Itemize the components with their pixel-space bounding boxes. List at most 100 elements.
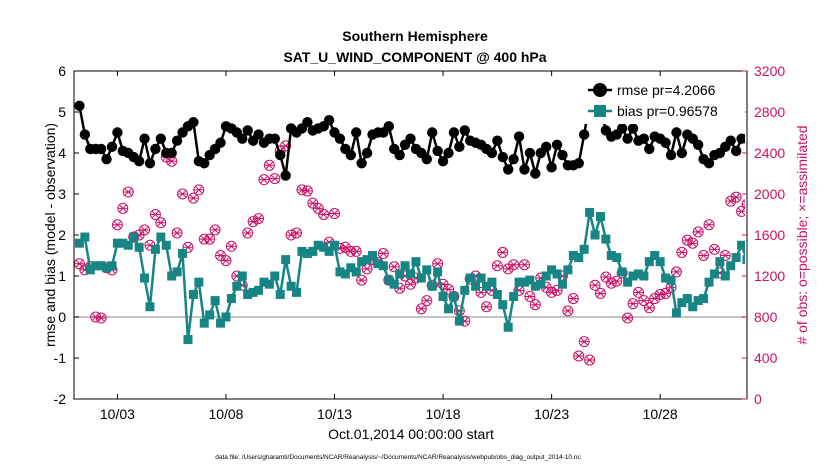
bias-point bbox=[465, 273, 475, 283]
bias-point bbox=[183, 335, 193, 345]
obs-assimilated-marker bbox=[612, 277, 622, 285]
legend-bias-marker bbox=[594, 105, 606, 117]
bias-point bbox=[80, 232, 90, 242]
obs-point bbox=[584, 354, 596, 366]
rmse-point bbox=[448, 127, 460, 138]
obs-possible-marker bbox=[719, 250, 731, 261]
obs-point bbox=[643, 302, 655, 314]
obs-point bbox=[269, 173, 281, 185]
bias-point bbox=[259, 277, 269, 287]
obs-assimilated-marker bbox=[688, 239, 698, 247]
bias-point bbox=[737, 240, 745, 250]
obs-possible-marker bbox=[242, 227, 254, 239]
obs-point bbox=[117, 202, 129, 214]
bias-point bbox=[400, 261, 410, 271]
obs-assimilated-marker bbox=[639, 297, 649, 305]
obs-assimilated-marker bbox=[644, 304, 654, 312]
bias-point bbox=[433, 267, 443, 277]
bias-point bbox=[118, 238, 128, 248]
obs-point bbox=[730, 191, 742, 203]
obs-possible-marker bbox=[280, 140, 292, 152]
rmse-point bbox=[237, 133, 248, 144]
x-tick-label: 10/13 bbox=[317, 406, 352, 422]
rmse-point bbox=[660, 137, 671, 148]
obs-assimilated-marker bbox=[731, 193, 741, 201]
rmse-point bbox=[540, 141, 552, 153]
obs-point bbox=[708, 243, 720, 255]
obs-possible-marker bbox=[171, 227, 183, 239]
legend-rmse-label: rmse pr=4.2066 bbox=[617, 82, 716, 98]
bias-point bbox=[264, 279, 274, 289]
obs-possible-marker bbox=[736, 205, 745, 217]
rmse-point bbox=[188, 117, 199, 128]
obs-assimilated-marker bbox=[210, 226, 220, 234]
bias-point bbox=[248, 287, 258, 297]
obs-assimilated-marker bbox=[623, 314, 633, 322]
obs-possible-marker bbox=[318, 209, 330, 220]
obs-point bbox=[719, 250, 731, 261]
bias-point bbox=[498, 300, 508, 310]
rmse-point bbox=[394, 149, 405, 161]
y-left-tick-label: -2 bbox=[54, 391, 67, 407]
bias-point bbox=[221, 312, 231, 322]
obs-possible-marker bbox=[605, 277, 617, 289]
obs-assimilated-marker bbox=[243, 229, 253, 237]
obs-possible-marker bbox=[475, 286, 487, 298]
obs-possible-marker bbox=[405, 278, 416, 290]
obs-assimilated-marker bbox=[443, 285, 453, 293]
obs-point bbox=[388, 261, 400, 273]
bias-point bbox=[286, 281, 296, 291]
x-axis-label: Oct.01,2014 00:00:00 start bbox=[328, 426, 494, 442]
obs-point bbox=[741, 199, 745, 210]
bias-point bbox=[742, 255, 745, 265]
obs-assimilated-marker bbox=[188, 194, 198, 202]
y-left-tick-label: 1 bbox=[58, 268, 66, 284]
obs-possible-marker bbox=[291, 227, 303, 239]
obs-possible-marker bbox=[220, 255, 232, 267]
rmse-point bbox=[437, 156, 449, 167]
obs-point bbox=[209, 224, 221, 236]
obs-point bbox=[698, 250, 710, 261]
obs-point bbox=[670, 266, 682, 278]
obs-possible-marker bbox=[312, 202, 324, 214]
bias-point bbox=[677, 298, 687, 308]
obs-assimilated-marker bbox=[378, 249, 388, 258]
obs-point bbox=[622, 312, 634, 324]
bias-point bbox=[340, 269, 350, 279]
obs-possible-marker bbox=[388, 261, 400, 273]
rmse-point bbox=[486, 147, 498, 159]
obs-point bbox=[736, 205, 745, 217]
obs-point bbox=[291, 227, 303, 239]
obs-assimilated-marker bbox=[422, 297, 432, 305]
bias-point bbox=[411, 257, 421, 267]
y-left-axis-label: rmse and bias (model - observation) bbox=[42, 123, 58, 347]
rmse-point bbox=[573, 158, 584, 169]
bias-point bbox=[357, 257, 367, 267]
bias-point bbox=[519, 277, 529, 287]
y-right-tick-label: 3200 bbox=[754, 63, 785, 79]
obs-possible-marker bbox=[524, 291, 536, 302]
bias-point bbox=[568, 251, 578, 260]
obs-point bbox=[225, 240, 237, 252]
bias-point bbox=[503, 322, 513, 332]
obs-assimilated-marker bbox=[221, 257, 231, 265]
bias-point bbox=[275, 289, 285, 299]
bias-point bbox=[145, 302, 155, 312]
bias-point bbox=[682, 294, 692, 304]
bias-point bbox=[330, 240, 340, 250]
x-tick-label: 10/28 bbox=[643, 406, 678, 422]
obs-assimilated-marker bbox=[319, 210, 329, 219]
bias-point bbox=[96, 261, 106, 271]
bias-point bbox=[123, 240, 133, 250]
obs-point bbox=[193, 184, 205, 196]
rmse-point bbox=[546, 162, 557, 173]
bias-point bbox=[509, 292, 519, 301]
bias-point bbox=[650, 251, 660, 260]
obs-possible-marker bbox=[350, 245, 362, 257]
obs-possible-marker bbox=[177, 188, 189, 200]
obs-possible-marker bbox=[660, 287, 672, 299]
bias-point bbox=[85, 265, 95, 275]
obs-point bbox=[220, 255, 232, 267]
obs-assimilated-marker bbox=[704, 221, 714, 229]
y-right-tick-label: 1600 bbox=[754, 227, 785, 243]
